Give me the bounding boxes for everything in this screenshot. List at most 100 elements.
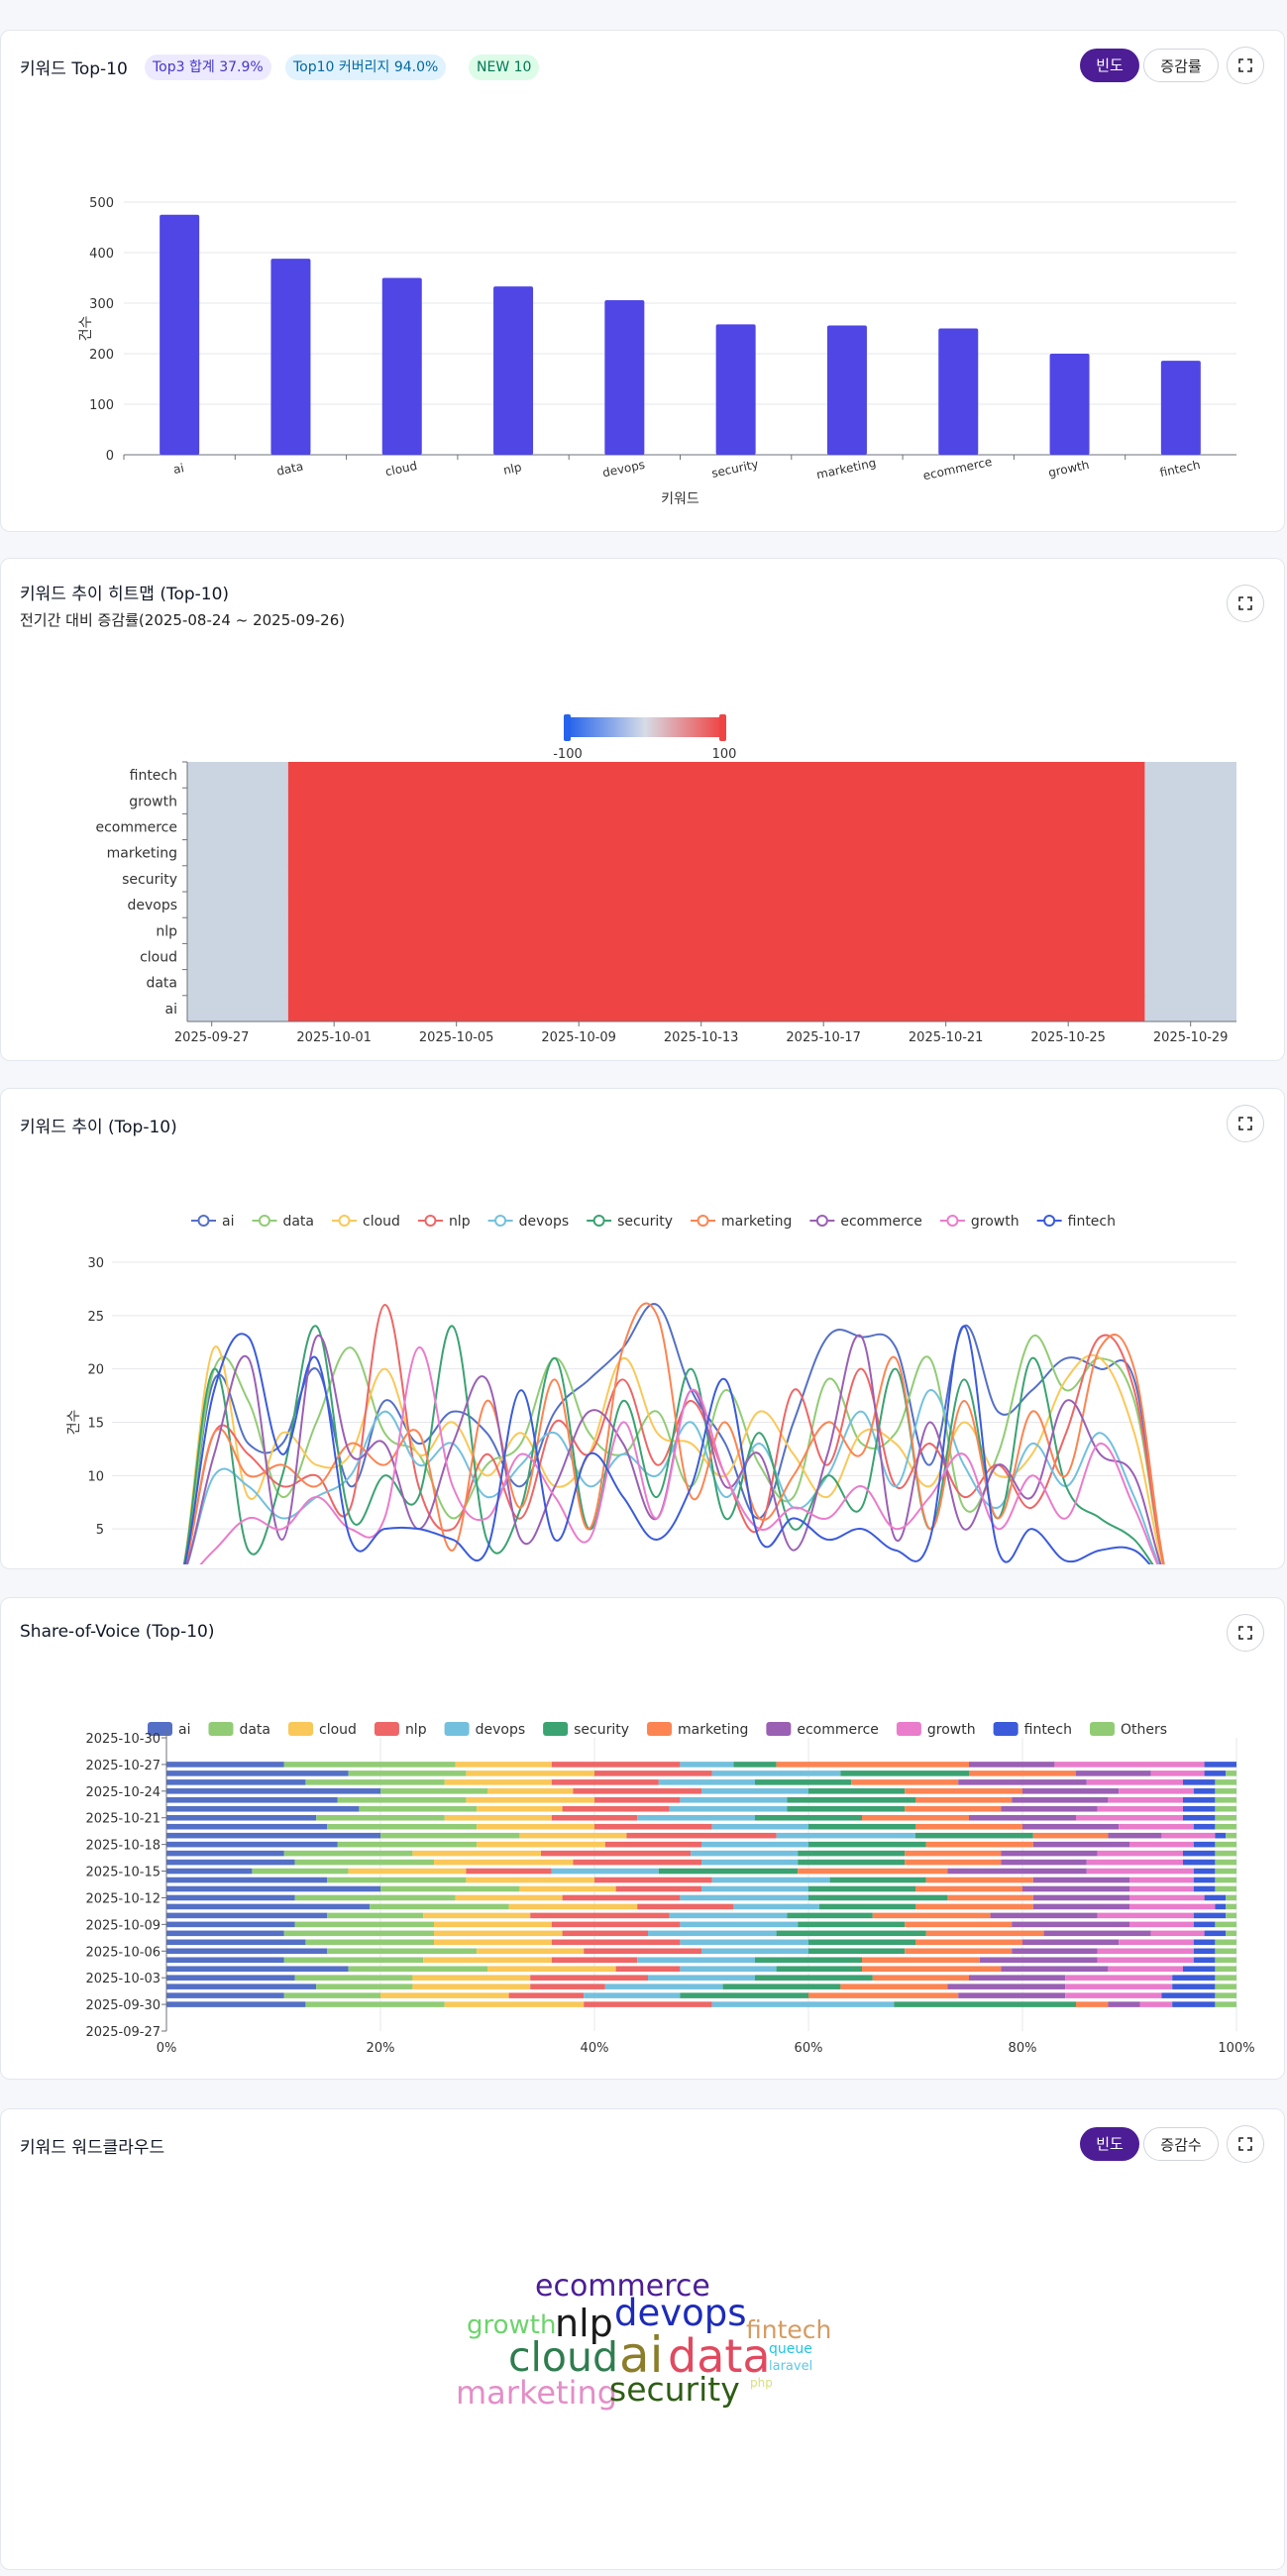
y-tick-label: 100 — [89, 398, 114, 413]
segment-growth — [1161, 1832, 1216, 1839]
segment-security — [840, 1771, 969, 1776]
segment-marketing — [969, 1771, 1076, 1776]
legend-marker-devops — [494, 1215, 507, 1227]
segment-growth — [1129, 1841, 1194, 1848]
segment-cloud — [487, 1788, 574, 1794]
segment-security — [776, 1966, 862, 1972]
segment-nlp — [551, 1814, 638, 1821]
wordcloud-title: 키워드 워드클라우드 — [20, 2138, 165, 2158]
segment-security — [808, 1841, 926, 1848]
y-tick-label: ai — [165, 1002, 177, 1018]
segment-ecommerce — [1001, 1805, 1098, 1812]
segment-data — [294, 1859, 434, 1866]
segment-nlp — [594, 1823, 712, 1830]
x-tick-label: 2025-09-27 — [174, 1030, 250, 1045]
segment-Others — [1215, 1975, 1236, 1981]
sov-stacked-bar-chart: ai data cloud nlp devops security marketing eco… — [85, 1722, 1255, 2056]
segment-ai — [166, 1868, 253, 1875]
heatmap-card: 키워드 추이 히트맵 (Top-10) 전기간 대비 증감률(2025-08-2… — [0, 558, 1285, 1061]
y-tick-label: nlp — [156, 923, 177, 939]
segment-security — [808, 1885, 915, 1892]
x-tick-label: nlp — [502, 460, 523, 478]
expand-icon — [1238, 596, 1252, 610]
segment-ecommerce — [969, 1762, 1055, 1768]
segment-nlp — [530, 1912, 670, 1919]
segment-security — [722, 1984, 841, 1989]
segment-cloud — [412, 1984, 531, 1989]
y-tick-label: security — [122, 872, 177, 888]
segment-fintech — [1193, 1948, 1216, 1955]
legend-label-security: security — [617, 1214, 673, 1230]
segment-growth — [1150, 1930, 1205, 1937]
segment-marketing — [905, 1850, 1002, 1857]
legend-label-security: security — [574, 1722, 629, 1738]
segment-devops — [680, 1762, 734, 1768]
color-scale-max-label: 100 — [712, 747, 737, 762]
segment-growth — [1054, 1762, 1205, 1768]
bar-growth — [1049, 354, 1090, 455]
segment-devops — [711, 1823, 808, 1830]
segment-growth — [1139, 2001, 1173, 2007]
legend-label-marketing: marketing — [721, 1214, 792, 1230]
heatmap-title: 키워드 추이 히트맵 (Top-10) — [20, 585, 230, 604]
y-tick-label: 2025-09-27 — [85, 2025, 161, 2040]
sov-card: Share-of-Voice (Top-10) ai data cloud nlp de… — [0, 1597, 1285, 2080]
segment-cloud — [434, 1859, 574, 1866]
segment-data — [337, 1797, 467, 1803]
segment-marketing — [851, 1779, 959, 1785]
segment-growth — [1097, 1957, 1194, 1964]
segment-devops — [733, 1903, 819, 1910]
fullscreen-button[interactable] — [1227, 1105, 1264, 1142]
segment-ecommerce — [947, 1984, 1066, 1989]
segment-cloud — [423, 1957, 552, 1964]
segment-security — [798, 1859, 906, 1866]
legend-label-marketing: marketing — [678, 1722, 748, 1738]
x-tick-label: 2025-10-05 — [419, 1030, 494, 1045]
segment-marketing — [905, 1859, 1002, 1866]
segment-nlp — [594, 1877, 712, 1883]
frequency-toggle-button[interactable]: 빈도 — [1080, 49, 1139, 82]
y-tick-label: 2025-10-18 — [85, 1839, 161, 1854]
segment-ai — [166, 1788, 380, 1794]
segment-data — [305, 1939, 434, 1946]
segment-Others — [1226, 1894, 1236, 1901]
top10-coverage-badge: Top10 커버리지 94.0% — [285, 54, 447, 80]
x-tick-label: 60% — [795, 2041, 823, 2056]
segment-Others — [1215, 1841, 1236, 1848]
change-count-toggle-button[interactable]: 증감수 — [1143, 2127, 1219, 2161]
bar-devops — [604, 299, 645, 455]
segment-marketing — [925, 1877, 1033, 1883]
y-tick-label: 400 — [89, 247, 114, 262]
wordcloud-word: growth — [467, 2310, 557, 2340]
segment-cloud — [434, 1939, 552, 1946]
x-tick-label: marketing — [815, 456, 878, 482]
change-rate-toggle-button[interactable]: 증감률 — [1143, 49, 1219, 82]
y-tick-label: 2025-10-27 — [85, 1759, 161, 1773]
frequency-toggle-button[interactable]: 빈도 — [1080, 2127, 1139, 2161]
x-tick-label: 2025-10-25 — [1030, 1030, 1106, 1045]
fullscreen-button[interactable] — [1227, 585, 1264, 622]
legend-label-fintech: fintech — [1068, 1214, 1116, 1230]
segment-marketing — [1076, 2001, 1109, 2007]
legend-swatch-devops — [444, 1722, 470, 1736]
y-tick-label: 2025-10-24 — [85, 1785, 161, 1800]
x-axis-title: 키워드 — [661, 491, 699, 507]
segment-growth — [1119, 1788, 1194, 1794]
y-tick-label: 2025-10-30 — [85, 1732, 161, 1747]
fullscreen-button[interactable] — [1227, 47, 1264, 84]
segment-Others — [1226, 1912, 1236, 1919]
segment-ecommerce — [1001, 1966, 1109, 1972]
fullscreen-button[interactable] — [1227, 2125, 1264, 2163]
segment-ecommerce — [1043, 1930, 1151, 1937]
segment-fintech — [1172, 1975, 1216, 1981]
segment-fintech — [1204, 1930, 1227, 1937]
segment-nlp — [530, 1984, 605, 1989]
segment-marketing — [1032, 1832, 1109, 1839]
segment-devops — [658, 1779, 755, 1785]
segment-nlp — [604, 1841, 701, 1848]
segment-fintech — [1172, 1984, 1216, 1989]
fullscreen-button[interactable] — [1227, 1614, 1264, 1652]
segment-security — [787, 1805, 906, 1812]
heatmap-row-ecommerce — [287, 813, 1145, 841]
x-tick-label: 2025-10-29 — [1153, 1030, 1229, 1045]
